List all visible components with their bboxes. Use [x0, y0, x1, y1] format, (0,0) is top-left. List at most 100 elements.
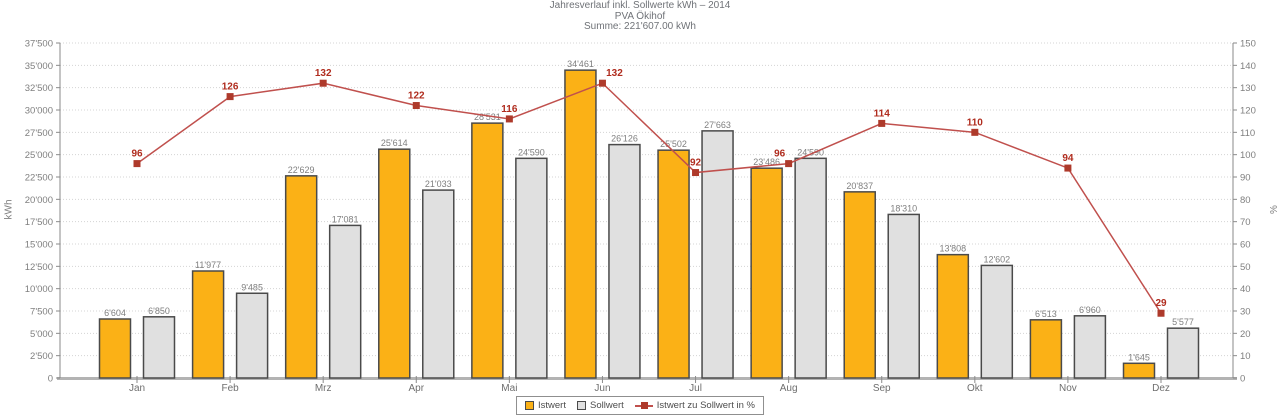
bar-value-label: 27'663: [704, 120, 731, 130]
percent-marker-nov[interactable]: [1064, 164, 1072, 172]
bar-istwert-feb[interactable]: [191, 270, 225, 379]
bar-sollwert-jun[interactable]: [608, 143, 641, 379]
percent-marker-sep[interactable]: [878, 119, 886, 127]
percent-label-apr: 122: [408, 91, 425, 102]
percent-marker-jan[interactable]: [133, 160, 141, 168]
bar-value-label: 25'502: [660, 139, 687, 149]
legend-label-percent: Istwert zu Sollwert in %: [656, 400, 755, 411]
bar-sollwert-mai[interactable]: [515, 157, 548, 379]
right-axis-tick-label: 110: [1240, 128, 1255, 139]
percent-marker-aug[interactable]: [785, 160, 793, 168]
right-axis-tick-label: 70: [1240, 217, 1251, 228]
month-label-aug: Aug: [780, 383, 798, 394]
bar-istwert-okt[interactable]: [936, 253, 970, 379]
bar-istwert-jan[interactable]: [98, 318, 132, 379]
right-axis-tick-label: 30: [1240, 307, 1251, 318]
sollwert-swatch-icon: [576, 401, 586, 410]
bar-sollwert-jan[interactable]: [142, 316, 176, 379]
legend-item-percent[interactable]: Istwert zu Sollwert in %: [634, 400, 755, 411]
chart-legend: Istwert Sollwert Istwert zu Sollwert in …: [516, 396, 764, 415]
percent-marker-okt[interactable]: [971, 128, 979, 136]
legend-item-sollwert[interactable]: Sollwert: [576, 400, 624, 411]
bar-sollwert-jul[interactable]: [701, 130, 734, 379]
bar-value-label: 6'850: [148, 306, 170, 316]
percent-label-mai: 116: [501, 104, 518, 115]
left-axis-tick-label: 2'500: [30, 351, 53, 362]
right-axis-tick-label: 150: [1240, 39, 1256, 50]
bar-value-label: 6'513: [1035, 309, 1057, 319]
bar-sollwert-apr[interactable]: [422, 189, 455, 379]
month-label-jan: Jan: [129, 383, 145, 394]
bar-istwert-jul[interactable]: [657, 149, 690, 379]
month-label-feb: Feb: [221, 383, 239, 394]
bar-istwert-mrz[interactable]: [284, 175, 318, 379]
month-label-jul: Jul: [689, 383, 702, 394]
percent-marker-jun[interactable]: [598, 79, 606, 87]
right-axis-tick-label: 140: [1240, 61, 1256, 72]
bar-value-label: 24'590: [518, 147, 545, 157]
bar-value-label: 17'081: [332, 214, 359, 224]
legend-label-istwert: Istwert: [538, 400, 566, 411]
right-axis-tick-label: 90: [1240, 173, 1251, 184]
legend-item-istwert[interactable]: Istwert: [525, 400, 566, 411]
left-axis-tick-label: 12'500: [25, 262, 53, 273]
bar-value-label: 6'604: [104, 308, 126, 318]
left-axis-tick-label: 27'500: [25, 128, 53, 139]
percent-label-jan: 96: [131, 149, 143, 160]
month-label-okt: Okt: [967, 383, 983, 394]
percent-label-aug: 96: [774, 149, 786, 160]
bar-value-label: 13'808: [939, 244, 966, 254]
month-label-mai: Mai: [501, 383, 517, 394]
bar-value-label: 22'629: [288, 165, 315, 175]
bar-istwert-dez[interactable]: [1122, 362, 1156, 379]
percent-marker-feb[interactable]: [226, 93, 234, 101]
bar-sollwert-okt[interactable]: [980, 264, 1014, 379]
bar-sollwert-dez[interactable]: [1166, 327, 1200, 379]
percent-label-mrz: 132: [315, 68, 332, 79]
right-axis-tick-label: 80: [1240, 195, 1251, 206]
percent-label-okt: 110: [967, 117, 984, 128]
percent-label-jun: 132: [606, 68, 623, 79]
left-axis-tick-label: 15'000: [25, 240, 53, 251]
bar-istwert-nov[interactable]: [1029, 319, 1063, 379]
bar-istwert-apr[interactable]: [378, 148, 411, 379]
percent-marker-apr[interactable]: [412, 102, 420, 110]
percent-marker-jul[interactable]: [692, 169, 700, 177]
month-label-dez: Dez: [1152, 383, 1170, 394]
bar-sollwert-sep[interactable]: [887, 213, 920, 379]
percent-label-nov: 94: [1062, 153, 1074, 164]
bar-value-label: 18'310: [890, 203, 917, 213]
left-axis-tick-label: 22'500: [25, 173, 53, 184]
bar-sollwert-feb[interactable]: [235, 292, 269, 379]
left-axis-tick-label: 25'000: [25, 150, 53, 161]
chart-title-line1: Jahresverlauf inkl. Sollwerte kWh – 2014: [549, 0, 731, 11]
right-axis-tick-label: 60: [1240, 240, 1251, 251]
right-axis-tick-label: 120: [1240, 106, 1256, 117]
bar-value-label: 26'126: [611, 134, 638, 144]
bar-sollwert-aug[interactable]: [794, 157, 827, 379]
chart-title-line2: PVA Ökihof: [614, 10, 666, 22]
bar-value-label: 24'590: [797, 147, 824, 157]
bar-sollwert-nov[interactable]: [1073, 315, 1107, 379]
percent-line: [136, 82, 1162, 314]
bar-istwert-sep[interactable]: [843, 191, 876, 379]
percent-label-dez: 29: [1155, 298, 1167, 309]
bar-sollwert-mrz[interactable]: [328, 224, 362, 379]
bar-istwert-jun[interactable]: [564, 69, 597, 379]
istwert-swatch-icon: [525, 401, 535, 410]
bar-value-label: 1'645: [1128, 352, 1150, 362]
right-axis-tick-label: 20: [1240, 329, 1251, 340]
chart-title: Jahresverlauf inkl. Sollwerte kWh – 2014…: [0, 0, 1280, 33]
percent-marker-mrz[interactable]: [319, 79, 327, 87]
percent-marker-mai[interactable]: [505, 115, 513, 123]
bar-istwert-mai[interactable]: [471, 122, 504, 379]
left-axis-tick-label: 7'500: [30, 307, 53, 318]
left-axis-tick-label: 5'000: [30, 329, 53, 340]
percent-marker-dez[interactable]: [1157, 309, 1165, 317]
month-label-mrz: Mrz: [315, 383, 332, 394]
bar-istwert-aug[interactable]: [750, 167, 783, 379]
bar-value-label: 12'602: [983, 254, 1010, 264]
bar-value-label: 25'614: [381, 138, 408, 148]
